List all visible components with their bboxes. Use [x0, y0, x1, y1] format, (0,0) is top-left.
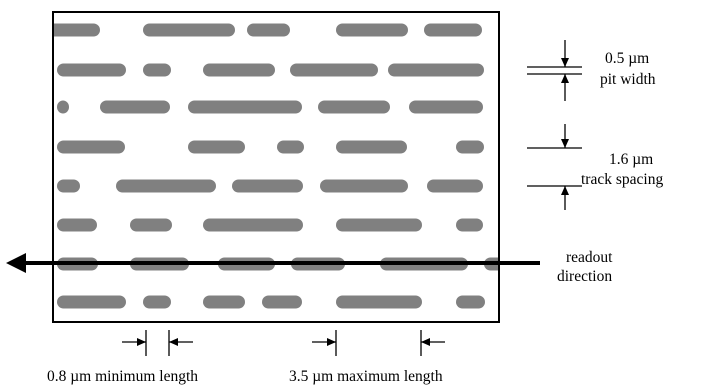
pit: [188, 100, 302, 114]
readout-label-line1: readout: [566, 249, 613, 266]
pit: [336, 23, 408, 37]
pit: [456, 295, 485, 309]
pit: [427, 179, 483, 193]
track-spacing-arrowhead-top: [561, 139, 569, 148]
track-spacing-value: 1.6 µm: [609, 151, 653, 168]
pit: [100, 100, 170, 114]
pit: [57, 295, 126, 309]
pit: [116, 179, 216, 193]
pit-width-caption: pit width: [600, 71, 656, 88]
track-spacing-caption: track spacing: [581, 171, 663, 188]
pit: [290, 63, 378, 77]
disc-surface-frame: [52, 11, 500, 323]
readout-label-line2: direction: [557, 268, 612, 285]
track-spacing-arrowhead-bottom: [561, 186, 569, 195]
pit-width-arrowhead-bottom: [561, 74, 569, 83]
max-length-label: 3.5 µm maximum length: [289, 368, 443, 385]
pit: [409, 100, 483, 114]
pit: [57, 140, 125, 154]
pit: [336, 295, 422, 309]
max-length-arrowhead-left: [327, 338, 336, 346]
pit: [203, 295, 245, 309]
pit: [188, 140, 245, 154]
min-length-arrowhead-left: [137, 338, 146, 346]
pit: [57, 218, 97, 232]
pit: [143, 295, 171, 309]
min-length-dimension: [122, 330, 193, 356]
pit: [57, 63, 126, 77]
pit: [262, 295, 302, 309]
pit: [247, 23, 290, 37]
pit: [456, 218, 483, 232]
pit: [232, 179, 303, 193]
pit-width-value: 0.5 µm: [605, 50, 649, 67]
readout-arrow: [6, 253, 540, 273]
pit-width-arrowhead-top: [561, 58, 569, 67]
readout-arrowhead: [6, 253, 26, 273]
pit: [318, 100, 390, 114]
pit: [57, 179, 80, 193]
min-length-label: 0.8 µm minimum length: [47, 368, 198, 385]
pit: [336, 218, 422, 232]
pit: [53, 23, 100, 37]
pit: [424, 23, 482, 37]
pit-width-dimension: [527, 40, 582, 101]
pit: [388, 63, 484, 77]
pit: [456, 140, 484, 154]
max-length-arrowhead-right: [421, 338, 430, 346]
pit: [320, 179, 408, 193]
pit: [57, 100, 69, 114]
pit: [203, 218, 303, 232]
pit-tracks: [53, 23, 499, 309]
pit: [203, 63, 275, 77]
pit: [336, 140, 407, 154]
pit: [143, 63, 171, 77]
pit: [143, 23, 235, 37]
min-length-arrowhead-right: [169, 338, 178, 346]
track-spacing-dimension: [527, 124, 582, 210]
pit: [277, 140, 304, 154]
pit: [130, 218, 172, 232]
